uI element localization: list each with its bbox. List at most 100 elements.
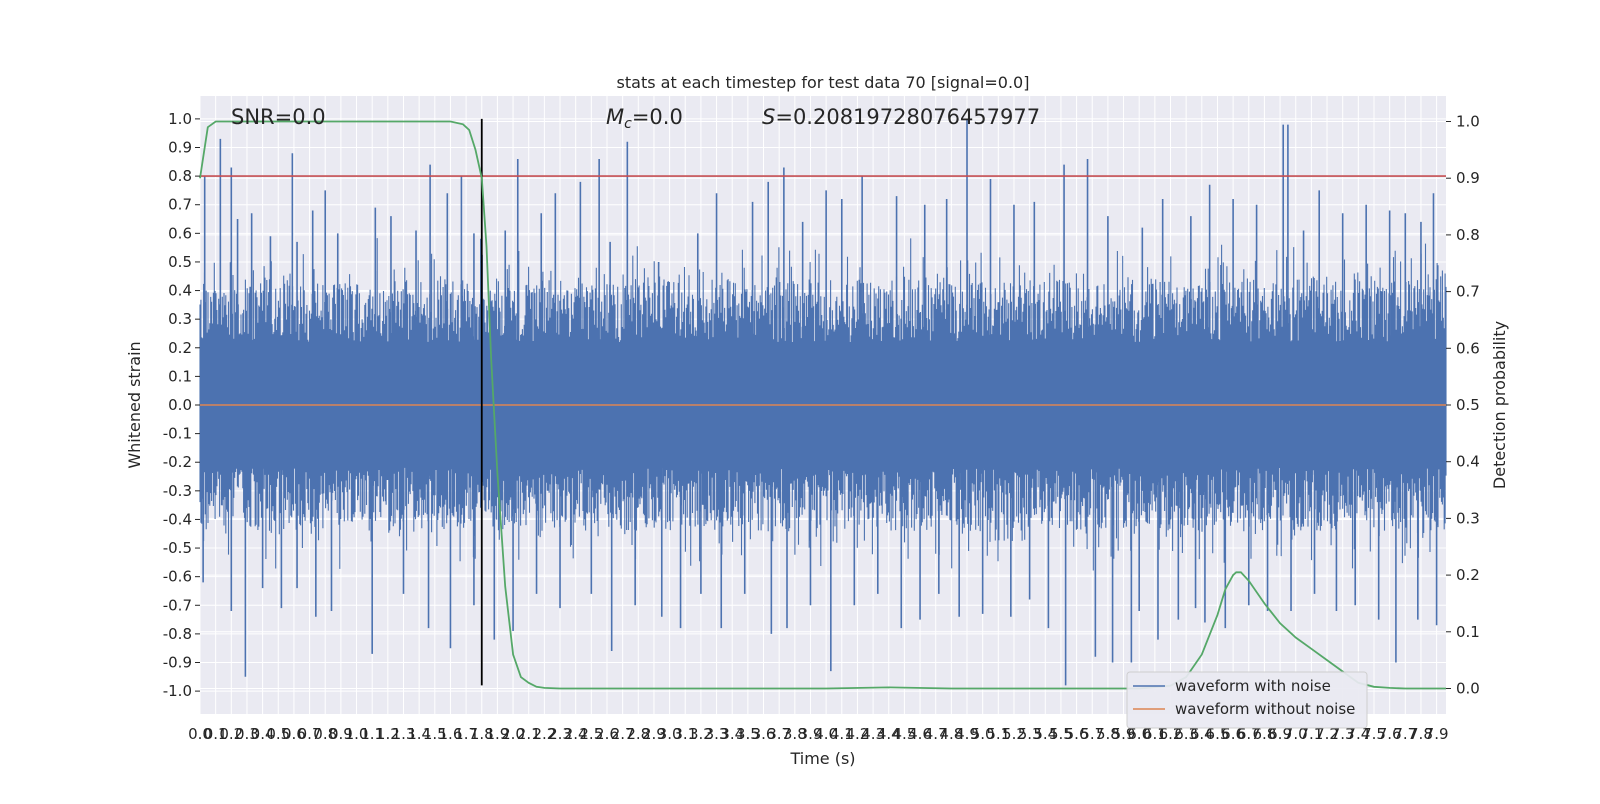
x-tick-label-71: 7.1	[1299, 725, 1323, 743]
x-tick-label-9: 0.9	[329, 725, 353, 743]
x-tick-label-60: 6.0	[1127, 725, 1151, 743]
y-tick-label-11: -0.1	[163, 425, 192, 443]
y2-tick-label-4: 0.6	[1456, 339, 1480, 357]
x-tick-label-34: 3.4	[720, 725, 744, 743]
x-tick-label-2: 0.2	[219, 725, 243, 743]
x-tick-label-40: 4.0	[814, 725, 838, 743]
y-axis-ticks: 1.0 0.9 0.8 0.7 0.6 0.5 0.4 0.3 0.2 0.1 0.0 -0.1 -0.…	[163, 110, 200, 700]
x-tick-label-37: 3.7	[767, 725, 791, 743]
lines-layer	[199, 118, 1446, 690]
x-tick-label-27: 2.7	[611, 725, 635, 743]
x-tick-label-64: 6.4	[1190, 725, 1214, 743]
chirp-mass-annotation: Mc=0.0	[606, 105, 683, 132]
x-tick-label-42: 4.2	[846, 725, 870, 743]
y-tick-label-0: 1.0	[168, 110, 192, 128]
y2-tick-label-3: 0.7	[1456, 283, 1480, 301]
x-tick-label-58: 5.8	[1096, 725, 1120, 743]
x-tick-label-15: 1.5	[423, 725, 447, 743]
y-tick-label-1: 0.9	[168, 139, 192, 157]
y-tick-label-2: 0.8	[168, 167, 192, 185]
x-tick-label-22: 2.2	[532, 725, 556, 743]
x-tick-label-10: 1.0	[345, 725, 369, 743]
y-tick-label-8: 0.2	[168, 339, 192, 357]
y-tick-label-18: -0.8	[163, 625, 192, 643]
x-tick-label-14: 1.4	[407, 725, 431, 743]
s-symbol: S	[762, 105, 775, 129]
x-tick-label-63: 6.3	[1174, 725, 1198, 743]
x-tick-label-17: 1.7	[454, 725, 478, 743]
x-tick-label-20: 2.0	[501, 725, 525, 743]
y-axis-label: Whitened strain	[125, 341, 144, 468]
x-tick-label-61: 6.1	[1143, 725, 1167, 743]
x-tick-label-33: 3.3	[705, 725, 729, 743]
x-axis-label: Time (s)	[789, 749, 855, 768]
x-tick-label-4: 0.4	[251, 725, 275, 743]
x-tick-label-56: 5.6	[1065, 725, 1089, 743]
x-tick-label-51: 5.1	[986, 725, 1010, 743]
x-tick-label-11: 1.1	[360, 725, 384, 743]
y2-tick-label-6: 0.4	[1456, 453, 1480, 471]
x-tick-label-66: 6.6	[1221, 725, 1245, 743]
x-axis-ticks: 0.00.10.20.30.40.50.60.70.80.91.01.11.21…	[188, 725, 1448, 743]
x-tick-label-1: 0.1	[204, 725, 228, 743]
x-tick-label-69: 6.9	[1268, 725, 1292, 743]
x-tick-label-25: 2.5	[579, 725, 603, 743]
x-tick-label-46: 4.6	[908, 725, 932, 743]
x-tick-label-54: 5.4	[1033, 725, 1057, 743]
y2-tick-label-5: 0.5	[1456, 396, 1480, 414]
x-tick-label-5: 0.5	[266, 725, 290, 743]
x-tick-label-23: 2.3	[548, 725, 572, 743]
x-tick-label-32: 3.2	[689, 725, 713, 743]
x-tick-label-57: 5.7	[1080, 725, 1104, 743]
x-tick-label-30: 3.0	[658, 725, 682, 743]
x-tick-label-59: 5.9	[1112, 725, 1136, 743]
x-tick-label-62: 6.2	[1159, 725, 1183, 743]
x-tick-label-26: 2.6	[595, 725, 619, 743]
y-tick-label-5: 0.5	[168, 253, 192, 271]
x-tick-label-38: 3.8	[783, 725, 807, 743]
x-tick-label-8: 0.8	[313, 725, 337, 743]
x-tick-label-24: 2.4	[564, 725, 588, 743]
y-tick-label-14: -0.4	[163, 510, 192, 528]
x-tick-label-67: 6.7	[1237, 725, 1261, 743]
x-tick-label-36: 3.6	[752, 725, 776, 743]
y-tick-label-4: 0.6	[168, 224, 192, 242]
y-tick-label-19: -0.9	[163, 654, 192, 672]
y-tick-label-12: -0.2	[163, 453, 192, 471]
y2-tick-label-7: 0.3	[1456, 509, 1480, 527]
x-tick-label-48: 4.8	[939, 725, 963, 743]
x-tick-label-28: 2.8	[626, 725, 650, 743]
x-tick-label-77: 7.7	[1393, 725, 1417, 743]
x-tick-label-78: 7.8	[1409, 725, 1433, 743]
y-tick-label-16: -0.6	[163, 568, 192, 586]
chirp-mass-symbol: M	[606, 105, 624, 129]
x-tick-label-43: 4.3	[861, 725, 885, 743]
x-tick-label-39: 3.9	[799, 725, 823, 743]
y-tick-label-10: 0.0	[168, 396, 192, 414]
x-tick-label-16: 1.6	[439, 725, 463, 743]
x-tick-label-21: 2.1	[517, 725, 541, 743]
y2-tick-label-9: 0.1	[1456, 623, 1480, 641]
x-tick-label-44: 4.4	[877, 725, 901, 743]
y-tick-label-13: -0.3	[163, 482, 192, 500]
x-tick-label-73: 7.3	[1331, 725, 1355, 743]
x-tick-label-50: 5.0	[971, 725, 995, 743]
x-tick-label-29: 2.9	[642, 725, 666, 743]
x-tick-label-0: 0.0	[188, 725, 212, 743]
x-tick-label-49: 4.9	[955, 725, 979, 743]
y-tick-label-20: -1.0	[163, 682, 192, 700]
y-tick-label-9: 0.1	[168, 367, 192, 385]
x-tick-label-12: 1.2	[376, 725, 400, 743]
x-tick-label-18: 1.8	[470, 725, 494, 743]
x-tick-label-76: 7.6	[1378, 725, 1402, 743]
x-tick-label-35: 3.5	[736, 725, 760, 743]
x-tick-label-31: 3.1	[673, 725, 697, 743]
y-tick-label-3: 0.7	[168, 196, 192, 214]
x-tick-label-7: 0.7	[298, 725, 322, 743]
x-tick-label-75: 7.5	[1362, 725, 1386, 743]
x-tick-label-79: 7.9	[1425, 725, 1449, 743]
chirp-mass-value: =0.0	[632, 105, 683, 129]
x-tick-label-65: 6.5	[1206, 725, 1230, 743]
